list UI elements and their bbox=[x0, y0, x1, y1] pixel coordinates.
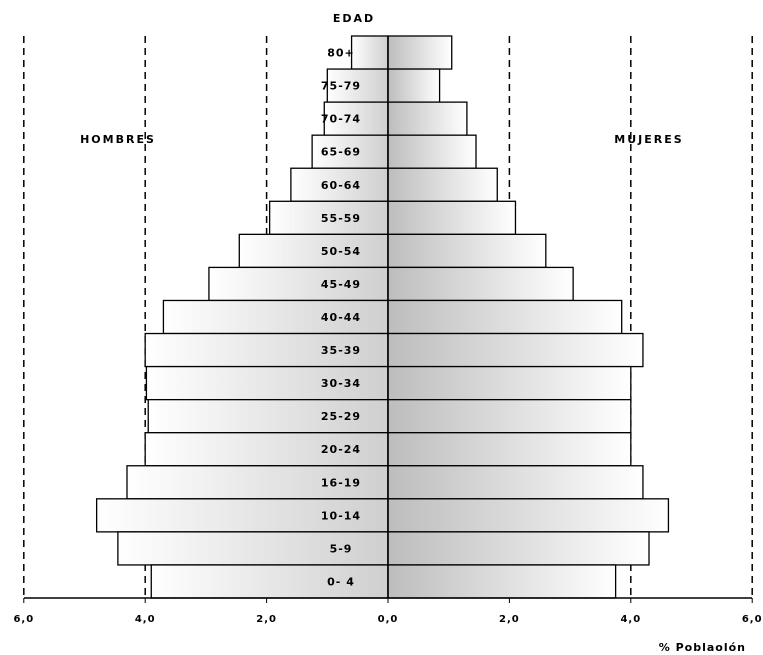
bar-mujeres-60-64 bbox=[387, 167, 498, 202]
bar-hombres-65-69 bbox=[311, 134, 389, 169]
bar-hombres-10-14 bbox=[95, 498, 389, 533]
age-label-70-74: 70-74 bbox=[321, 113, 361, 126]
bar-mujeres-45-49 bbox=[387, 266, 574, 302]
age-label-15-19: 16-19 bbox=[321, 476, 361, 489]
age-label-20-24: 20-24 bbox=[321, 443, 361, 456]
bar-hombres-0-4 bbox=[150, 564, 389, 599]
bar-hombres-80+ bbox=[350, 35, 389, 70]
tick-label-0: 6,0 bbox=[13, 614, 34, 625]
bar-mujeres-65-69 bbox=[387, 134, 477, 169]
bar-mujeres-50-54 bbox=[387, 233, 547, 269]
bar-hombres-45-49 bbox=[208, 266, 389, 302]
age-label-5-9: 5-9 bbox=[330, 542, 353, 555]
bar-hombres-25-29 bbox=[147, 398, 389, 434]
left-label-hombres: HOMBRES bbox=[80, 133, 156, 146]
tick-label-3: 0,0 bbox=[378, 614, 399, 625]
tick-label-4: 2,0 bbox=[499, 614, 520, 625]
bar-mujeres-30-34 bbox=[387, 365, 632, 401]
right-label-mujeres: MUJERES bbox=[614, 133, 683, 146]
bar-mujeres-5-9 bbox=[387, 531, 650, 566]
bar-mujeres-70-74 bbox=[387, 101, 468, 136]
bar-mujeres-20-24 bbox=[387, 432, 632, 467]
bar-mujeres-15-19 bbox=[387, 465, 644, 500]
tick-label-1: 4,0 bbox=[135, 614, 156, 625]
age-label-45-49: 45-49 bbox=[321, 278, 361, 291]
age-label-60-64: 60-64 bbox=[321, 179, 361, 192]
bars bbox=[95, 35, 670, 599]
tick-label-6: 6,0 bbox=[742, 614, 763, 625]
bar-mujeres-10-14 bbox=[387, 498, 670, 533]
age-label-55-59: 55-59 bbox=[321, 212, 361, 225]
age-group-labels: 80+ 75-79 70-74 65-69 60-64 55-59 50-54 45-49 40… bbox=[321, 47, 361, 589]
chart-title: EDAD bbox=[333, 12, 375, 25]
age-label-65-69: 65-69 bbox=[321, 146, 361, 159]
age-label-10-14: 10-14 bbox=[321, 509, 361, 522]
bar-hombres-75-79 bbox=[326, 68, 389, 103]
age-label-35-39: 35-39 bbox=[321, 344, 361, 357]
bar-mujeres-0-4 bbox=[387, 564, 617, 599]
tick-label-5: 4,0 bbox=[620, 614, 641, 625]
age-label-0-4: 0- 4 bbox=[327, 575, 355, 588]
bar-hombres-50-54 bbox=[238, 233, 389, 269]
bar-hombres-20-24 bbox=[144, 432, 389, 467]
bar-mujeres-80+ bbox=[387, 35, 453, 70]
age-label-25-29: 25-29 bbox=[321, 410, 361, 423]
bar-mujeres-55-59 bbox=[387, 200, 517, 236]
bar-hombres-60-64 bbox=[290, 167, 389, 202]
bar-hombres-40-44 bbox=[162, 299, 389, 335]
tick-label-2: 2,0 bbox=[256, 614, 277, 625]
x-axis-ticks: 6,0 4,0 2,0 0,0 2,0 4,0 6,0 bbox=[13, 598, 762, 625]
age-label-40-44: 40-44 bbox=[321, 311, 361, 324]
bar-mujeres-40-44 bbox=[387, 299, 623, 335]
age-label-75-79: 75-79 bbox=[321, 80, 361, 93]
age-label-30-34: 30-34 bbox=[321, 377, 361, 390]
bar-mujeres-75-79 bbox=[387, 68, 441, 103]
bar-mujeres-25-29 bbox=[387, 398, 632, 434]
age-label-80+: 80+ bbox=[327, 47, 355, 60]
bar-mujeres-35-39 bbox=[387, 332, 644, 368]
bar-hombres-15-19 bbox=[126, 465, 389, 500]
x-axis-label: % Poblaolón bbox=[659, 641, 746, 654]
age-label-50-54: 50-54 bbox=[321, 245, 361, 258]
